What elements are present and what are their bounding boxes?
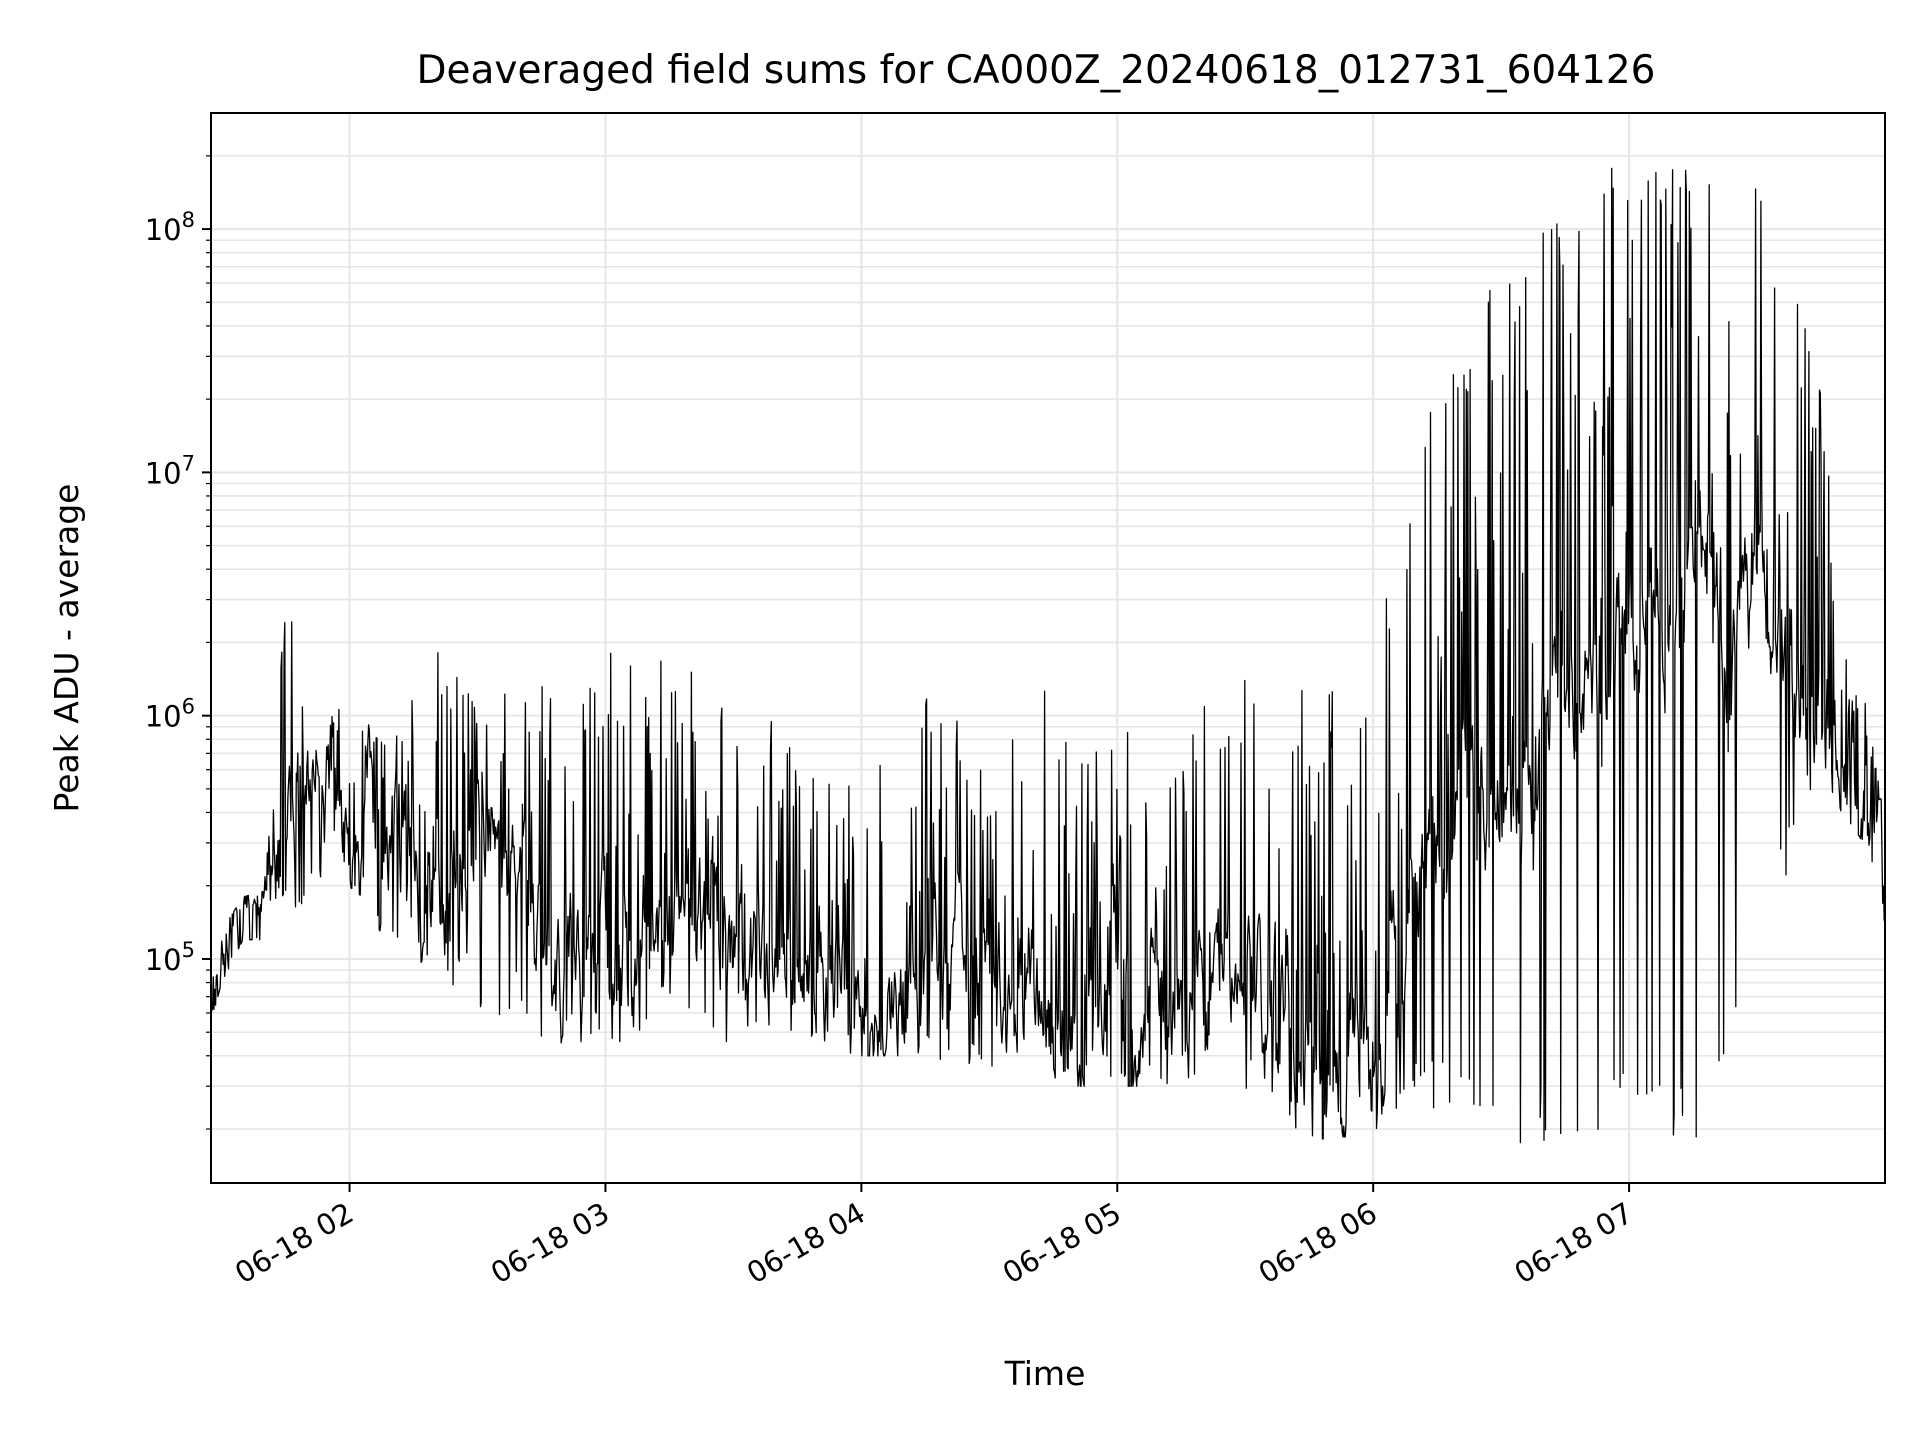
y-tick-label: 108	[145, 208, 195, 247]
chart-title: Deaveraged field sums for CA000Z_2024061…	[417, 48, 1656, 93]
plot-layer	[210, 167, 1886, 1144]
x-axis-title: Time	[1004, 1354, 1086, 1393]
y-axis-title: Peak ADU - average	[47, 484, 86, 813]
series-line	[210, 167, 1886, 1144]
y-tick-label: 105	[145, 938, 195, 977]
y-axis: 105 106 107 108	[145, 155, 211, 1130]
plot-frame	[210, 112, 1886, 1184]
y-tick-label: 107	[145, 451, 195, 490]
y-tick-label: 106	[145, 695, 195, 734]
